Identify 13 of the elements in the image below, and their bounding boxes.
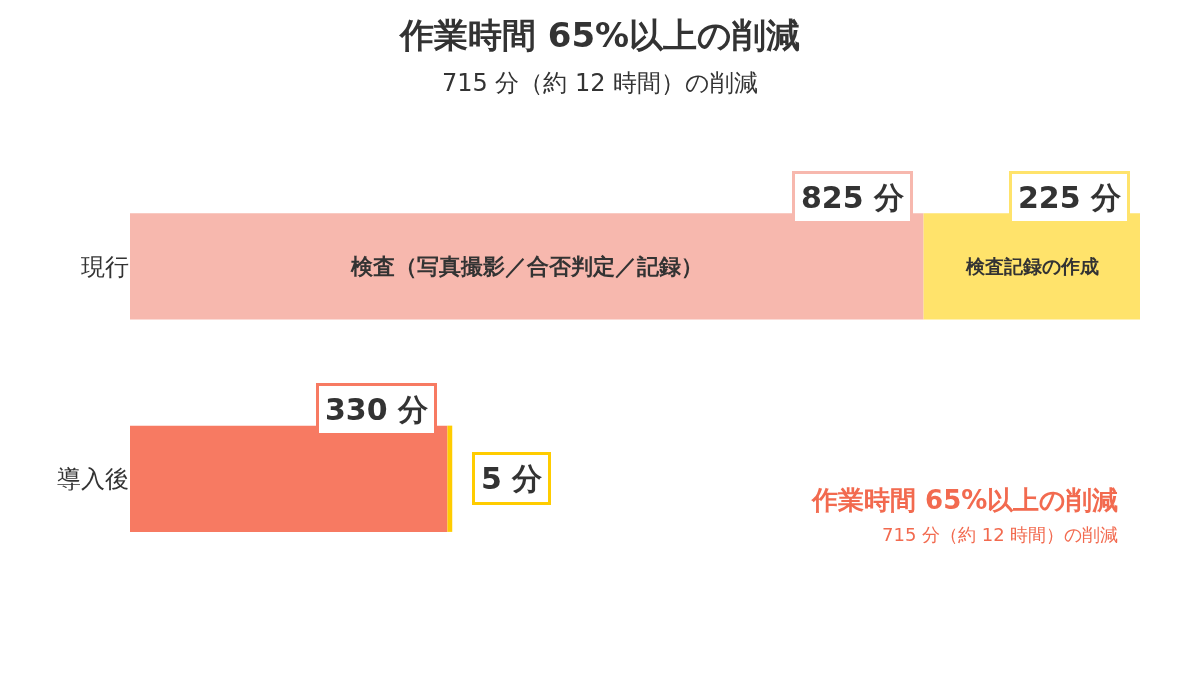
bar — [447, 425, 453, 532]
series-label: 検査記録の作成 — [965, 255, 1099, 277]
y-tick-label: 導入後 — [57, 465, 129, 494]
annotation: 715 分（約 12 時間）の削減 — [882, 524, 1119, 545]
data-label: 225 分 — [1018, 180, 1122, 215]
series-label: 検査（写真撮影／合否判定／記録） — [350, 254, 703, 279]
data-label: 330 分 — [325, 392, 429, 427]
y-tick-label: 現行 — [81, 252, 129, 281]
chart-subtitle: 715 分（約 12 時間）の削減 — [441, 69, 759, 98]
data-label: 825 分 — [801, 180, 905, 215]
chart-title: 作業時間 65%以上の削減 — [397, 15, 801, 56]
data-label: 5 分 — [481, 461, 543, 496]
annotation: 作業時間 65%以上の削減 — [811, 485, 1119, 515]
